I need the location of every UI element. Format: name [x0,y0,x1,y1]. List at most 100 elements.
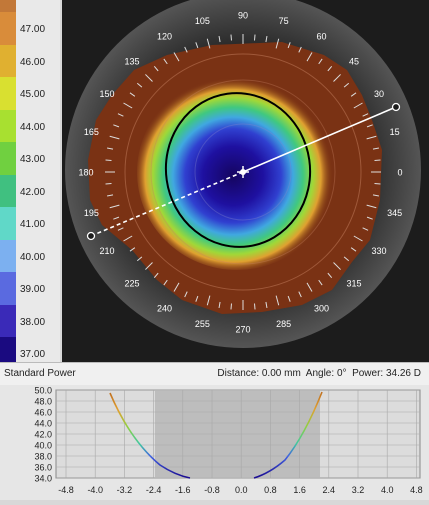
angle-tick [374,183,381,185]
angle-tick [107,194,114,197]
angle-tick [275,38,280,49]
angle-tick [206,38,211,49]
angle-tick [107,147,114,150]
scale-label: 38.00 [20,316,46,328]
scale-swatch [0,12,16,45]
angle-tick [123,102,133,109]
corneal-map[interactable]: 90 75 60 45 30 15 0 345 330 315 300 285 270 255 240 225… [62,0,429,362]
map-mode-label: Standard Power [4,368,76,379]
scale-label: 43.00 [20,154,46,165]
angle-tick [113,124,120,128]
angle-tick [366,124,373,128]
scale-label: 42.00 [20,186,46,198]
angle-label: 165 [84,127,99,137]
angle-label: Angle: [305,368,335,379]
x-tick-label: 3.2 [352,485,365,495]
center-marker[interactable] [237,166,249,178]
angle-tick [318,58,323,65]
angle-tick [287,42,291,49]
scale-swatch [0,272,16,305]
angle-label: 345 [387,208,402,218]
angle-tick [145,262,153,270]
angle-label: 225 [124,279,139,289]
angle-tick [195,42,199,49]
angle-label: 195 [84,208,99,218]
distance-value: 0.00 mm [261,368,301,379]
angle-label: 210 [100,246,115,256]
angle-tick [265,36,268,43]
y-tick-label: 40.0 [34,441,52,451]
angle-tick [218,301,221,308]
angle-label: 180 [78,168,93,178]
scale-swatch [0,304,16,337]
angle-labels: 9075604530150345330315300285270255240225… [78,11,402,335]
angle-label: 30 [374,89,384,99]
angle-tick [362,227,369,231]
angle-tick [306,282,313,292]
x-tick-label: 4.8 [410,485,423,495]
angle-tick [362,113,369,117]
angle-tick [136,256,143,262]
angle-tick [306,52,313,62]
angle-label: 150 [100,89,115,99]
x-tick-label: -4.0 [87,485,103,495]
angle-tick [366,216,373,220]
angle-tick [353,235,363,242]
y-tick-label: 46.0 [34,408,52,418]
angle-tick [350,92,357,97]
angle-tick [129,92,136,97]
angle-tick [298,46,302,53]
angle-tick [163,58,168,65]
angle-tick [327,65,333,72]
scale-swatch-top [0,0,16,12]
angle-label: 75 [279,16,289,26]
angle-label: 240 [157,303,172,313]
cursor-readout: Distance: 0.00 mm Angle: 0° Power: 34.26… [217,368,421,379]
profile-curve-right [253,391,323,479]
angle-tick [374,159,381,161]
meridian-handle-left[interactable] [86,231,96,241]
angle-tick [254,303,256,310]
angle-tick [129,247,136,252]
angle-label: 15 [390,127,400,137]
angle-label: 120 [157,32,172,42]
angle-tick [298,291,302,298]
y-tick-label: 42.0 [34,430,52,440]
corneal-map-canvas[interactable]: 9075604530150345330315300285270255240225… [62,0,429,362]
meridian-line-solid[interactable] [242,106,397,173]
profile-x-labels: -4.8 -4.0 -3.2 -2.4 -1.6 -0.8 0.0 0.8 1.6 2.4 3.2 4… [58,485,422,495]
scale-swatch [0,207,16,240]
angle-tick [113,216,120,220]
profile-curve-left [109,392,191,479]
scale-label: 40.00 [20,251,46,263]
power-profile-graph[interactable]: 50.0 48.0 46.0 44.0 42.0 40.0 38.0 36.0 34.0 -4.… [0,385,429,500]
angle-tick [184,291,188,298]
angle-tick [265,301,268,308]
power-value: 34.26 D [385,368,421,379]
ring-middle [150,79,336,265]
scale-label: 44.00 [20,121,46,133]
angle-label: 90 [238,11,248,21]
scale-label: 39.00 [20,284,46,295]
angle-tick [350,247,357,252]
angle-tick [109,204,120,209]
y-tick-label: 34.0 [34,474,52,484]
angle-tick [123,235,133,242]
angle-tick [105,183,112,185]
meridian-handle-right[interactable] [391,102,401,112]
angle-label: 45 [349,56,359,66]
angle-label: 285 [276,319,291,329]
power-profile-canvas[interactable]: 50.048.046.044.042.040.038.036.034.0 -4.… [0,385,429,500]
x-tick-label: -0.8 [204,485,220,495]
angle-label: 60 [316,32,326,42]
angle-label: 330 [371,246,386,256]
x-tick-label: -4.8 [58,485,74,495]
angle-tick [184,46,188,53]
angle-tick [327,272,333,279]
y-tick-label: 36.0 [34,463,52,473]
angle-tick [136,82,143,88]
angle-tick [145,74,153,82]
angle-tick [366,135,377,140]
angle-label: 255 [195,319,210,329]
scale-swatch [0,174,16,207]
